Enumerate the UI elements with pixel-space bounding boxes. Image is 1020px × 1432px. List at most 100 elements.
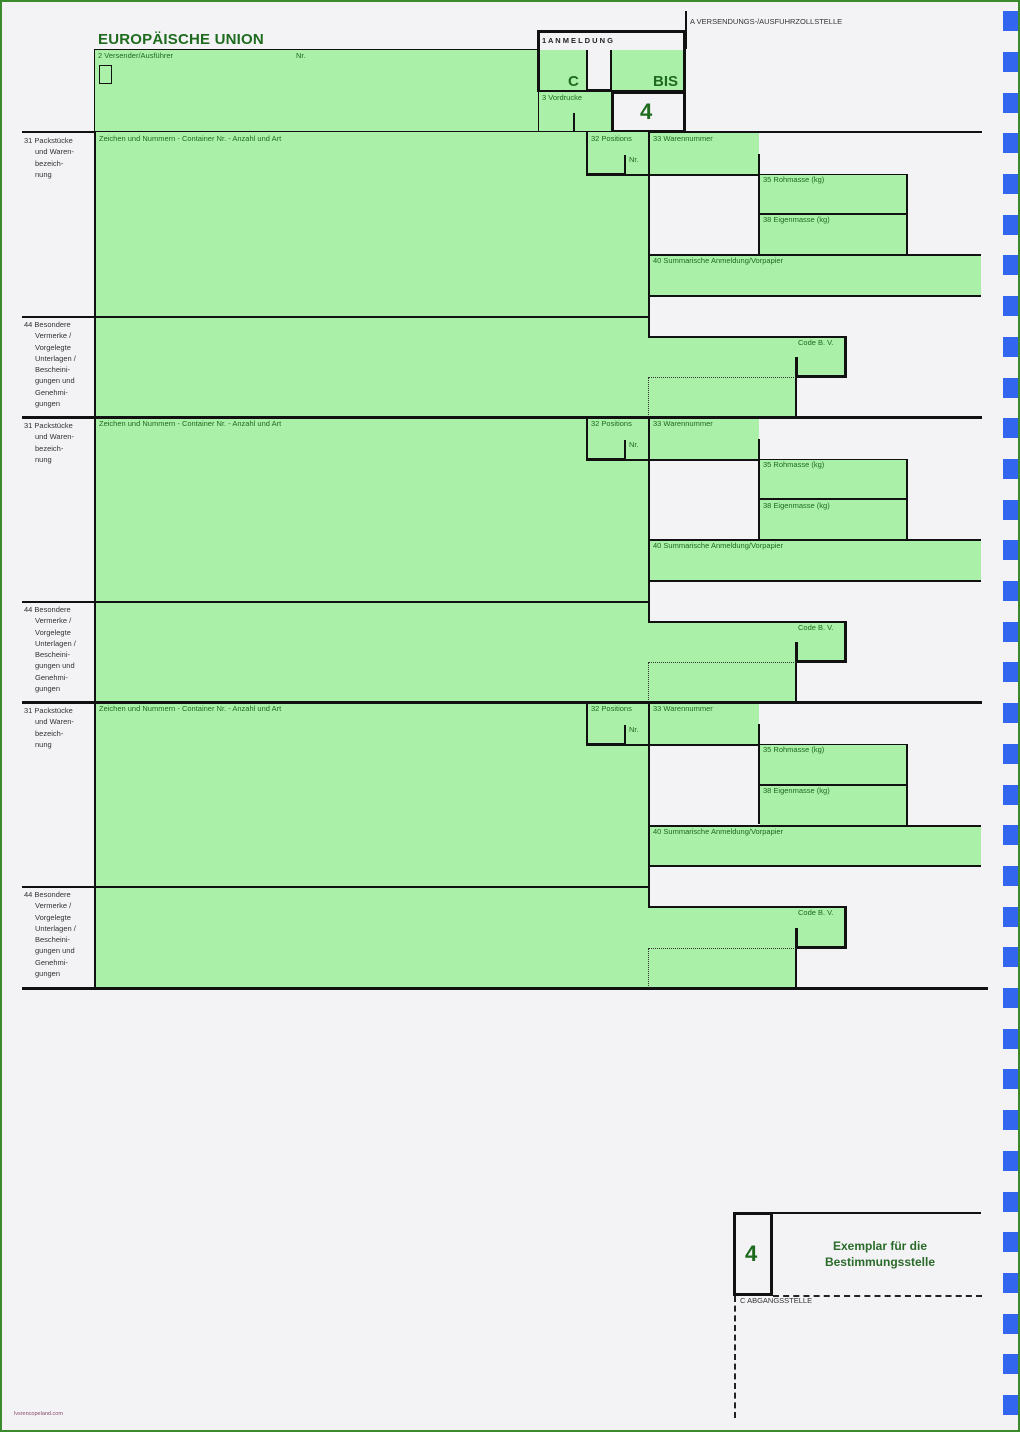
- label-line: Unterlagen /: [35, 923, 76, 933]
- label-line: gungen und: [35, 661, 75, 671]
- field-44-top: [22, 316, 649, 318]
- field-35-gross-mass[interactable]: [760, 175, 907, 213]
- label-line: und Waren-: [35, 717, 74, 727]
- field-35-gross-mass[interactable]: [760, 745, 907, 784]
- label-line: Vorgelegte: [35, 342, 71, 352]
- perforation-mark: [1003, 11, 1018, 31]
- label-line: nung: [35, 169, 52, 179]
- field-44-lower-area[interactable]: [648, 948, 796, 988]
- field-31-side-label: 31 Packstücke und Waren- bezeich- nung: [24, 705, 74, 750]
- field-44-special[interactable]: [94, 318, 648, 417]
- label-line: Vermerke /: [35, 331, 72, 341]
- field-32-tick: [624, 440, 626, 460]
- label-line: Genehmi-: [35, 672, 68, 682]
- field-31-marks[interactable]: [94, 419, 649, 602]
- footer-copy-text-line1: Exemplar für die: [832, 1239, 928, 1253]
- field-2-checkbox[interactable]: [99, 65, 112, 84]
- perforation-mark: [1003, 1192, 1018, 1212]
- field-31-side-label: 31 Packstücke und Waren- bezeich- nung: [24, 135, 74, 180]
- section-rule: [22, 701, 982, 704]
- field-40-summary[interactable]: [650, 541, 981, 580]
- label-line: nung: [35, 454, 52, 464]
- label-line: Vorgelegte: [35, 627, 71, 637]
- field-31-marks[interactable]: [94, 704, 649, 887]
- label-line: gungen und: [35, 376, 75, 386]
- field-40-summary[interactable]: [650, 827, 981, 865]
- field-33-commodity[interactable]: [650, 704, 759, 744]
- field-1-bis-text: BIS: [653, 73, 679, 90]
- perforation-mark: [1003, 500, 1018, 520]
- field-38-net-mass[interactable]: [760, 215, 907, 254]
- field-33-right: [758, 439, 760, 539]
- perforation-mark: [1003, 907, 1018, 927]
- field-44-special[interactable]: [94, 888, 648, 988]
- field-35-label: 35 Rohmasse (kg): [763, 745, 825, 754]
- field-c-label: C ABGANGSSTELLE: [740, 1296, 813, 1305]
- perforation-mark: [1003, 744, 1018, 764]
- field-32-bottom: [586, 458, 626, 461]
- label-line: Unterlagen /: [35, 638, 76, 648]
- field-44-code-area[interactable]: [648, 622, 846, 662]
- field-1-divider-1: [586, 50, 588, 90]
- field-35-label: 35 Rohmasse (kg): [763, 460, 825, 469]
- field-1-c-box[interactable]: [540, 50, 586, 90]
- field-3-tick: [573, 113, 575, 132]
- perforation-mark: [1003, 133, 1018, 153]
- field-44-lower-area[interactable]: [648, 662, 796, 702]
- field-32-nr: Nr.: [629, 725, 639, 734]
- field-44-code-label: Code B. V.: [798, 908, 834, 917]
- field-44-code-area[interactable]: [648, 337, 846, 377]
- field-3-label: 3 Vordrucke: [542, 93, 583, 102]
- section-rule-final: [22, 987, 988, 990]
- perforation-mark: [1003, 540, 1018, 560]
- field-1-divider-2: [610, 50, 612, 90]
- label-line: gungen: [35, 684, 61, 694]
- field-38-net-mass[interactable]: [760, 786, 907, 825]
- field-44-lower-area[interactable]: [648, 377, 796, 417]
- field-44-code-top: [648, 906, 846, 908]
- field-1-label: 1 A N M E L D U N G: [542, 36, 613, 45]
- field-44-top: [22, 601, 649, 603]
- field-1-bis-box[interactable]: [612, 50, 683, 90]
- perforation-mark: [1003, 174, 1018, 194]
- perforation-mark: [1003, 52, 1018, 72]
- field-44-code-area[interactable]: [648, 907, 846, 948]
- field-3-forms[interactable]: [538, 92, 612, 132]
- field-44-code-tick: [795, 928, 798, 949]
- field-40-label: 40 Summarische Anmeldung/Vorpapier: [653, 256, 784, 265]
- field-35-gross-mass[interactable]: [760, 460, 907, 498]
- field-31-marks[interactable]: [94, 132, 649, 317]
- field-40-bottom: [648, 865, 981, 867]
- label-line: Vermerke /: [35, 616, 72, 626]
- perforation-mark: [1003, 1395, 1018, 1415]
- field-33-commodity[interactable]: [650, 419, 759, 459]
- field-44-code-tick: [795, 642, 798, 663]
- perforation-mark: [1003, 581, 1018, 601]
- field-2-consignor[interactable]: [94, 49, 538, 132]
- label-line: Genehmi-: [35, 957, 68, 967]
- field-44-special[interactable]: [94, 603, 648, 702]
- field-38-net-mass[interactable]: [760, 500, 907, 539]
- footer-dashed-h: [773, 1295, 982, 1297]
- perforation-mark: [1003, 1069, 1018, 1089]
- label-line: bezeich-: [35, 728, 64, 738]
- perforation-mark: [1003, 459, 1018, 479]
- field-40-summary[interactable]: [650, 256, 981, 295]
- perforation-mark: [1003, 1151, 1018, 1171]
- perforation-mark: [1003, 255, 1018, 275]
- field-32-label: 32 Positions: [591, 704, 632, 713]
- field-33-bottom: [626, 174, 908, 176]
- field-44-top: [22, 886, 649, 888]
- label-line: Bescheini-: [35, 650, 71, 660]
- footer-top-rule: [772, 1212, 981, 1214]
- field-44-lower-right: [795, 948, 797, 988]
- field-40-label: 40 Summarische Anmeldung/Vorpapier: [653, 541, 784, 550]
- label-line: 31 Packstücke: [24, 421, 73, 430]
- label-line: gungen: [35, 399, 61, 409]
- label-line: bezeich-: [35, 443, 64, 453]
- field-33-commodity[interactable]: [650, 133, 759, 174]
- field-32-nr: Nr.: [629, 155, 639, 164]
- perforation-mark: [1003, 703, 1018, 723]
- field-44-code-right: [844, 621, 847, 663]
- field-44-code-bottom: [795, 660, 847, 663]
